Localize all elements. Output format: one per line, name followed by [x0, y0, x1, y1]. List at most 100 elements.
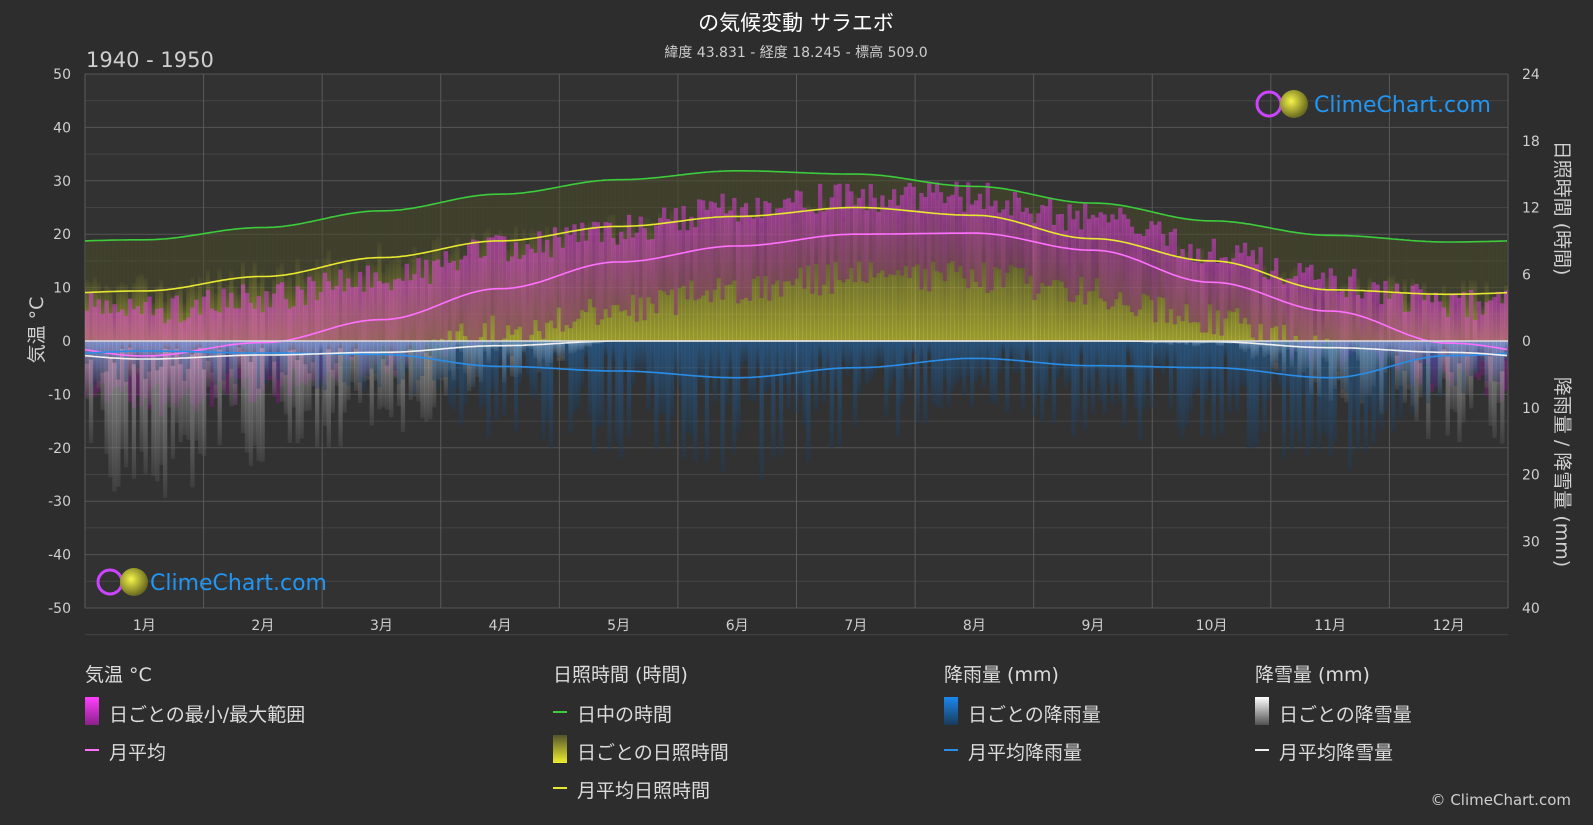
daily-daylight-bar [650, 178, 655, 222]
daily-temp-range-bar [814, 213, 819, 264]
x-tick-label: 3月 [370, 618, 393, 634]
daily-temp-range-bar [1211, 238, 1217, 335]
daily-rain-bar [849, 341, 854, 370]
daily-sunshine-bar [123, 284, 129, 341]
daily-temp-range-bar [346, 278, 351, 360]
daily-daylight-bar [147, 239, 152, 302]
daily-rain-bar [1071, 341, 1076, 438]
daily-temp-range-bar [899, 194, 905, 276]
daily-rain-bar [576, 341, 581, 409]
daily-rain-bar [739, 341, 745, 367]
daily-temp-range-bar [404, 263, 409, 366]
daily-sunshine-bar [732, 222, 737, 341]
daily-rain-bar [1297, 341, 1302, 447]
daily-sunshine-bar [1055, 247, 1061, 341]
daily-sunshine-bar [1028, 236, 1033, 341]
daily-daylight-bar [541, 190, 546, 241]
daily-temp-range-bar [338, 269, 343, 355]
daily-rain-bar [307, 341, 312, 374]
y-left-tick-label: -20 [48, 441, 71, 457]
daily-daylight-bar [416, 207, 421, 262]
daily-temp-range-bar [650, 238, 655, 304]
daily-sunshine-bar [814, 220, 819, 341]
brand-logo-top[interactable]: ClimeChart.com [1255, 90, 1491, 118]
daily-rain-bar [1476, 341, 1482, 372]
daily-sunshine-bar [85, 279, 90, 341]
daily-sunshine-bar [166, 291, 172, 341]
daily-snow-bar [1492, 341, 1497, 438]
daily-temp-range-bar [1028, 213, 1033, 276]
daily-temp-range-bar [537, 231, 542, 331]
daily-daylight-bar [201, 233, 207, 297]
daily-daylight-bar [1465, 241, 1470, 287]
daily-rain-bar [1164, 341, 1170, 362]
legend-item-label: 月平均 [109, 742, 167, 764]
daily-snow-bar [385, 341, 390, 410]
y-left-tick-label: 0 [62, 334, 71, 350]
daily-rain-bar [736, 341, 741, 432]
daily-daylight-bar [1207, 220, 1213, 272]
daily-temp-range-bar [502, 236, 507, 339]
daily-daylight-bar [888, 176, 893, 213]
daily-rain-bar [159, 341, 164, 367]
daily-snow-bar [1465, 341, 1470, 395]
daily-rain-bar [1149, 341, 1154, 409]
daily-snow-bar [408, 341, 413, 401]
daily-daylight-bar [1223, 221, 1228, 260]
daily-daylight-bar [642, 178, 647, 218]
daily-temp-range-bar [548, 257, 554, 321]
daily-temp-range-bar [888, 199, 893, 275]
daily-rain-bar [1137, 341, 1142, 441]
daily-daylight-bar [1051, 198, 1057, 224]
daily-temp-range-bar [1316, 279, 1322, 357]
legend-item-label: 日中の時間 [577, 704, 673, 726]
daily-daylight-bar [1476, 241, 1482, 310]
daily-daylight-bar [1200, 220, 1205, 249]
daily-temp-range-bar [1122, 214, 1127, 306]
daily-daylight-bar [1184, 218, 1189, 252]
daily-daylight-bar [1176, 217, 1181, 247]
daily-sunshine-bar [962, 231, 967, 341]
daily-daylight-bar [123, 239, 129, 285]
brand-logo-bottom[interactable]: ClimeChart.com [96, 568, 327, 596]
daily-rain-bar [1289, 341, 1294, 452]
daily-daylight-bar [1320, 235, 1326, 307]
daily-daylight-bar [252, 227, 257, 262]
daily-daylight-bar [537, 190, 542, 238]
daily-daylight-bar [381, 210, 386, 273]
daily-daylight-bar [1367, 236, 1372, 278]
daily-daylight-bar [782, 171, 788, 211]
daily-daylight-bar [240, 228, 246, 262]
daily-temp-range-bar [1227, 264, 1232, 311]
daily-rain-bar [272, 341, 277, 362]
daily-daylight-bar [1410, 240, 1415, 279]
daily-temp-range-bar [1297, 263, 1302, 348]
daily-rain-bar [712, 341, 717, 403]
daily-sunshine-bar [1079, 234, 1084, 341]
daily-temp-range-bar [533, 252, 538, 321]
daily-temp-range-bar [205, 289, 211, 379]
daily-rain-bar [899, 341, 905, 405]
daily-daylight-bar [1262, 226, 1267, 266]
daily-daylight-bar [962, 186, 967, 232]
daily-sunshine-bar [1090, 253, 1096, 341]
daily-rain-bar [182, 341, 187, 381]
daily-rain-bar [619, 341, 624, 460]
daily-daylight-bar [969, 186, 975, 207]
daily-rain-bar [529, 341, 534, 398]
daily-daylight-bar [209, 232, 215, 284]
daily-rain-bar [389, 341, 394, 352]
daily-temp-range-bar [1047, 197, 1053, 286]
daily-rain-bar [1040, 341, 1045, 423]
daily-snow-bar [178, 341, 183, 442]
daily-daylight-bar [1254, 225, 1259, 259]
daily-daylight-bar [116, 240, 121, 285]
daily-rain-bar [661, 341, 667, 414]
daily-rain-bar [494, 341, 499, 420]
daily-daylight-bar [1063, 200, 1068, 242]
daily-rain-bar [626, 341, 632, 437]
daily-daylight-bar [747, 170, 753, 224]
daily-sunshine-bar [162, 301, 168, 341]
daily-rain-bar [646, 341, 651, 411]
daily-sunshine-bar [1005, 231, 1010, 341]
